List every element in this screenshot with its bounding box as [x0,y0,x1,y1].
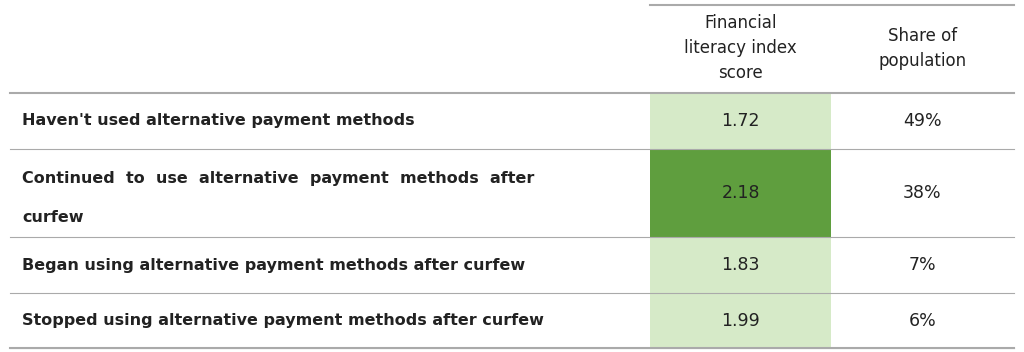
Text: 6%: 6% [908,312,936,330]
Text: 49%: 49% [903,112,942,130]
Text: Began using alternative payment methods after curfew: Began using alternative payment methods … [23,258,525,273]
Text: Haven't used alternative payment methods: Haven't used alternative payment methods [23,113,415,128]
Text: Financial
literacy index
score: Financial literacy index score [684,14,797,82]
Bar [650,293,831,348]
Bar [650,149,831,238]
Bar [650,238,831,293]
Text: curfew: curfew [23,210,84,226]
Text: 1.72: 1.72 [722,112,760,130]
Bar [650,93,831,149]
Text: Share of
population: Share of population [879,27,967,70]
Text: 1.99: 1.99 [722,312,760,330]
Text: 2.18: 2.18 [722,184,760,202]
Text: 7%: 7% [908,256,936,274]
Text: Stopped using alternative payment methods after curfew: Stopped using alternative payment method… [23,313,544,328]
Text: 1.83: 1.83 [722,256,760,274]
Text: Continued  to  use  alternative  payment  methods  after: Continued to use alternative payment met… [23,171,535,186]
Text: 38%: 38% [903,184,942,202]
